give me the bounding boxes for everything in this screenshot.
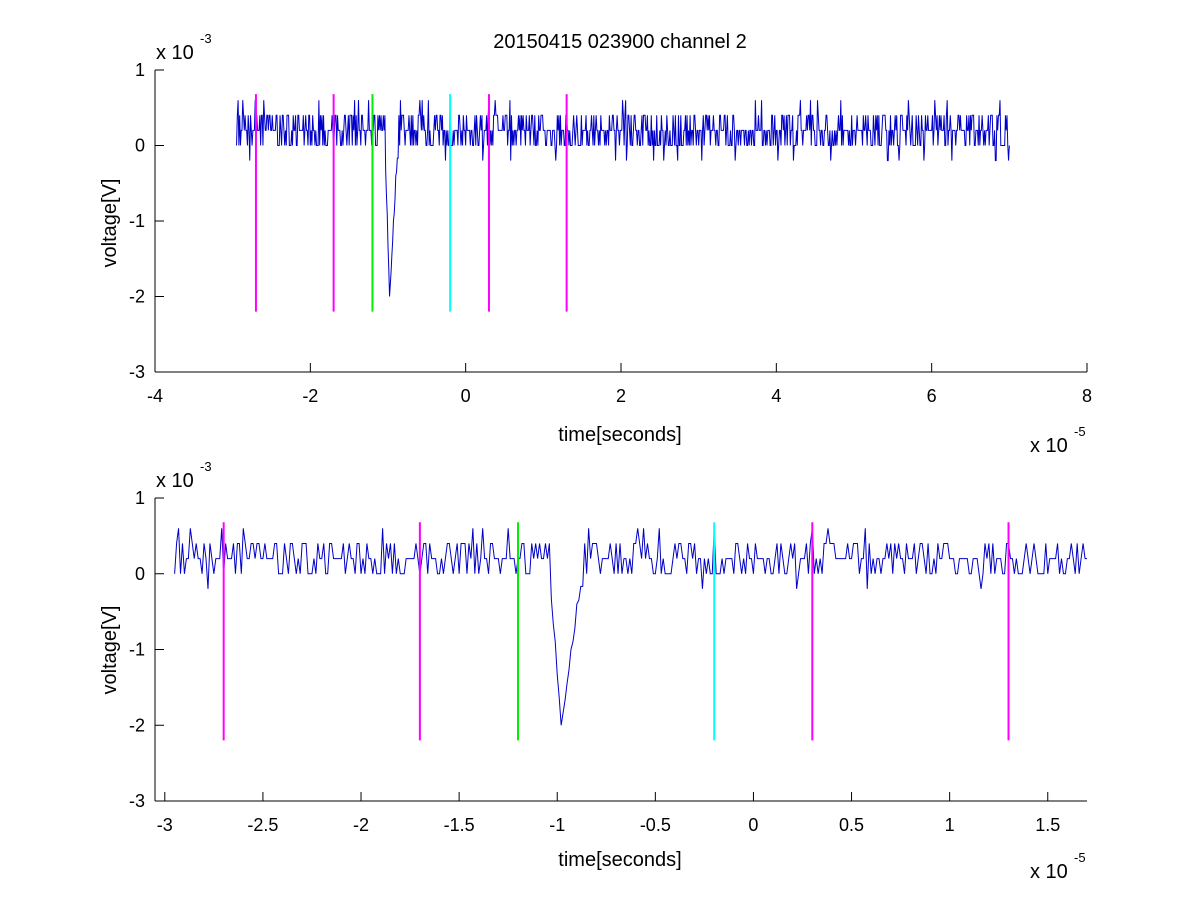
- bottom-x-tick-label: -3: [157, 815, 173, 835]
- top-x-tick-label: 8: [1082, 386, 1092, 406]
- top-x-tick-label: -4: [147, 386, 163, 406]
- top-x-tick-label: 4: [771, 386, 781, 406]
- top-x-exponent: -5: [1074, 424, 1086, 439]
- bottom-signal-layer: [174, 528, 1087, 726]
- bottom-marker-layer: [222, 522, 1010, 741]
- top-x-tick-label: 6: [927, 386, 937, 406]
- top-y-tick-label: -3: [129, 362, 145, 382]
- bottom-y-axis-label: voltage[V]: [99, 606, 121, 695]
- top-x-tick-label: 0: [461, 386, 471, 406]
- bottom-x-tick-label: -1: [549, 815, 565, 835]
- bottom-x-tick-label: -1.5: [444, 815, 475, 835]
- top-y-axis-label: voltage[V]: [99, 179, 121, 268]
- bottom-signal-trace: [174, 528, 1087, 726]
- bottom-y-multiplier: x 10: [156, 470, 194, 492]
- bottom-axes: -3 -2.5 -2 -1.5 -1 -0.5 0 0.5 1 1.5 -3 -2 -1 0 1: [129, 488, 1087, 835]
- bottom-y-exponent: -3: [200, 459, 212, 474]
- bottom-x-tick-label: 0.5: [839, 815, 864, 835]
- bottom-x-tick-label: -0.5: [640, 815, 671, 835]
- top-y-tick-label: 0: [135, 136, 145, 156]
- bottom-x-tick-label: -2.5: [247, 815, 278, 835]
- bottom-x-multiplier: x 10: [1030, 861, 1068, 883]
- bottom-y-tick-label: 1: [135, 488, 145, 508]
- top-signal-layer: [236, 100, 1010, 297]
- bottom-x-tick-label: 1.5: [1035, 815, 1060, 835]
- bottom-subplot: -3 -2.5 -2 -1.5 -1 -0.5 0 0.5 1 1.5 -3 -2 -1 0 1 time[…: [99, 459, 1087, 883]
- top-x-axis-label: time[seconds]: [558, 424, 681, 446]
- top-x-tick-label: 2: [616, 386, 626, 406]
- figure-title: 20150415 023900 channel 2: [493, 31, 747, 53]
- bottom-y-tick-label: -2: [129, 715, 145, 735]
- bottom-x-tick-label: -2: [353, 815, 369, 835]
- top-y-tick-label: -2: [129, 287, 145, 307]
- top-axes: -4 -2 0 2 4 6 8 -3 -2 -1 0 1: [129, 60, 1092, 406]
- top-x-multiplier: x 10: [1030, 435, 1068, 457]
- top-y-tick-label: -1: [129, 211, 145, 231]
- bottom-y-tick-label: 0: [135, 564, 145, 584]
- top-marker-layer: [254, 94, 568, 312]
- top-y-tick-label: 1: [135, 60, 145, 80]
- bottom-x-exponent: -5: [1074, 850, 1086, 865]
- top-signal-trace: [236, 100, 1010, 297]
- top-x-tick-label: -2: [302, 386, 318, 406]
- bottom-y-tick-label: -1: [129, 640, 145, 660]
- bottom-x-tick-label: 0: [748, 815, 758, 835]
- bottom-x-axis-label: time[seconds]: [558, 849, 681, 871]
- top-y-multiplier: x 10: [156, 42, 194, 64]
- bottom-y-tick-label: -3: [129, 791, 145, 811]
- top-subplot: -4 -2 0 2 4 6 8 -3 -2 -1 0 1 time[seconds] voltage[…: [99, 31, 1092, 457]
- top-y-exponent: -3: [200, 31, 212, 46]
- bottom-x-tick-label: 1: [945, 815, 955, 835]
